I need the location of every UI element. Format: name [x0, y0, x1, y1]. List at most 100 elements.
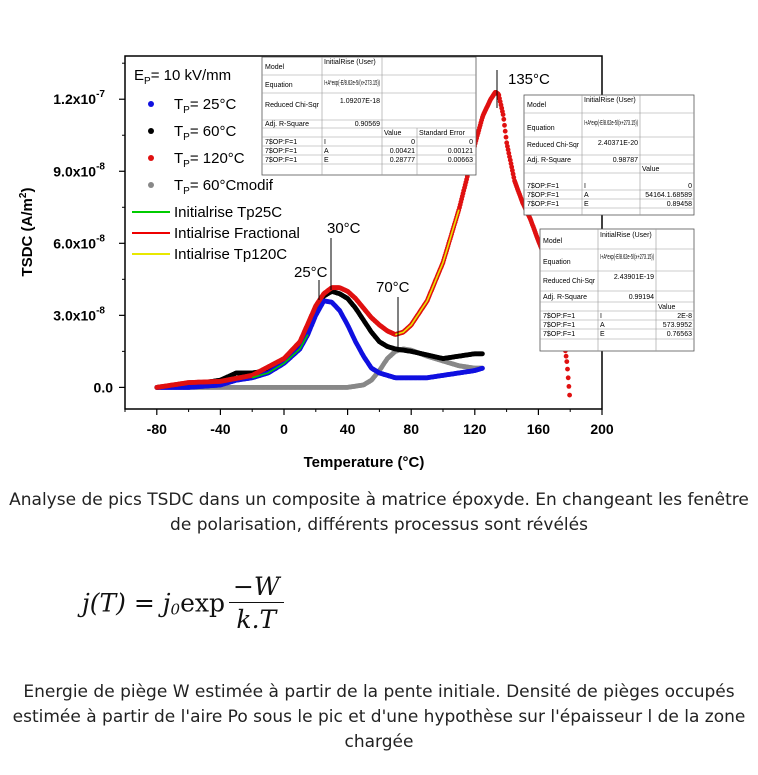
ft1-row1-param: I — [324, 139, 326, 146]
legend-label-tp25: TP= 25°C — [174, 96, 236, 116]
ft2-col-value: Value — [642, 166, 659, 173]
ft1-row2-error: 0.00121 — [448, 148, 473, 155]
ft3-row2-src: 7$OP:F=1 — [543, 322, 575, 329]
ft3-chi-label: Reduced Chi-Sqr — [543, 278, 596, 285]
caption-analysis: Analyse de pics TSDC dans un composite à… — [9, 490, 749, 535]
fit-table-3: Model InitialRise (User) Equation I+A*ex… — [539, 228, 695, 352]
ft2-chi-value: 2.40371E-20 — [598, 140, 638, 147]
data-point — [501, 116, 507, 122]
data-point — [502, 122, 507, 128]
ft2-r2-value: 0.98787 — [613, 157, 638, 164]
y-tick-label: 6.0x10-8 — [53, 233, 105, 251]
data-point — [566, 384, 572, 389]
ft3-row3-param: E — [600, 331, 605, 338]
formula-current-density: j(T) = j0exp −W k.T — [82, 572, 284, 634]
data-point — [500, 112, 506, 117]
legend-label-fitfrac: Intialrise Fractional — [174, 225, 300, 242]
formula-subscript: 0 — [170, 600, 181, 619]
y-tick-label: 0.0 — [94, 379, 114, 395]
ft1-row1-error: 0 — [469, 139, 473, 146]
legend-marker-tp25 — [148, 101, 154, 107]
series-3 — [154, 90, 572, 398]
legend-label-tp120: TP= 120°C — [174, 150, 245, 170]
peak-annotations: 25°C 30°C 70°C 135°C — [294, 70, 550, 350]
ft2-row3-value: 0.89458 — [667, 201, 692, 208]
y-axis-label: TSDC (A/m2) — [18, 188, 36, 277]
ft2-eq-value: I+A*exp(-E/8.62e-5/(x+273.15)) — [584, 120, 638, 127]
fit-table-2: Model InitialRise (User) Equation I+A*ex… — [523, 94, 695, 216]
legend-title: EP= 10 kV/mm — [134, 67, 231, 87]
ft2-row3-param: E — [584, 201, 589, 208]
x-tick-label: 0 — [280, 421, 288, 437]
x-tick-label: 120 — [463, 421, 487, 437]
ft2-row2-param: A — [584, 192, 589, 199]
ft2-row3-src: 7$OP:F=1 — [527, 201, 559, 208]
ft2-chi-label: Reduced Chi-Sqr — [527, 142, 580, 149]
x-tick-label: -80 — [147, 421, 167, 437]
ft3-r2-value: 0.99194 — [629, 294, 654, 301]
y-tick-label: 3.0x10-8 — [53, 305, 105, 323]
ft3-row1-src: 7$OP:F=1 — [543, 313, 575, 320]
ft1-model-value: InitialRise (User) — [324, 59, 376, 66]
ft2-model-label: Model — [527, 102, 547, 109]
ft1-row2-src: 7$OP:F=1 — [265, 148, 297, 155]
ft3-r2-label: Adj. R-Square — [543, 294, 587, 301]
fit-line-tp120 — [395, 209, 460, 336]
ft3-model-value: InitialRise (User) — [600, 232, 652, 239]
ft1-r2-label: Adj. R-Square — [265, 121, 309, 128]
ft3-row1-param: I — [600, 313, 602, 320]
x-tick-label: 200 — [590, 421, 614, 437]
x-tick-label: 80 — [403, 421, 419, 437]
ft1-row3-param: E — [324, 157, 329, 164]
ft3-row2-param: A — [600, 322, 605, 329]
formula-lhs: j(T) = j — [82, 588, 171, 618]
data-point — [502, 128, 508, 134]
ft1-row1-value: 0 — [411, 139, 415, 146]
ft2-model-value: InitialRise (User) — [584, 97, 636, 104]
x-tick-label: 40 — [340, 421, 356, 437]
legend-label-fit25: Initialrise Tp25C — [174, 204, 282, 221]
ft3-row1-value: 2E-8 — [677, 313, 692, 320]
ft3-row2-value: 573.9952 — [663, 322, 692, 329]
ft1-r2-value: 0.90569 — [355, 121, 380, 128]
legend-label-tp60modif: TP= 60°Cmodif — [174, 177, 274, 197]
fit-table-1: Model InitialRise (User) Equation I+A*ex… — [261, 56, 477, 176]
ft1-row2-param: A — [324, 148, 329, 155]
ft2-r2-label: Adj. R-Square — [527, 157, 571, 164]
ft2-row2-src: 7$OP:F=1 — [527, 192, 559, 199]
x-tick-label: 160 — [527, 421, 551, 437]
ft1-col-value: Value — [384, 130, 401, 137]
ft3-row3-src: 7$OP:F=1 — [543, 331, 575, 338]
legend-marker-tp120 — [148, 155, 154, 161]
peak-label-70: 70°C — [376, 279, 410, 296]
legend-label-fit120: Intialrise Tp120C — [174, 246, 287, 263]
formula-denominator: k.T — [236, 605, 277, 634]
series-1 — [154, 298, 485, 390]
ft2-row2-value: 54164.1.68589 — [645, 192, 692, 199]
caption-energy: Energie de piège W estimée à partir de l… — [12, 682, 746, 752]
data-point — [480, 365, 485, 371]
ft1-eq-value: I+A*exp(-E/8.62e-5/(x+273.15)) — [324, 80, 380, 87]
ft1-row1-src: 7$OP:F=1 — [265, 139, 297, 146]
ft1-chi-value: 1.09207E-18 — [340, 98, 380, 105]
ft2-row1-value: 0 — [688, 183, 692, 190]
peak-label-25: 25°C — [294, 264, 328, 281]
ft3-model-label: Model — [543, 238, 563, 245]
x-tick-label: -40 — [210, 421, 230, 437]
data-point — [567, 392, 572, 398]
data-point — [565, 366, 570, 372]
y-tick-label: 9.0x10-8 — [53, 161, 105, 179]
formula-fraction: −W k.T — [228, 572, 284, 634]
y-axis: 0.0 3.0x10-8 6.0x10-8 9.0x10-8 1.2x10-7 — [53, 62, 125, 395]
data-point — [480, 351, 485, 357]
ft1-row3-src: 7$OP:F=1 — [265, 157, 297, 164]
ft3-col-value: Value — [658, 304, 675, 311]
ft1-row3-error: 0.00663 — [448, 157, 473, 164]
legend-marker-tp60 — [148, 128, 154, 134]
formula-numerator: −W — [228, 572, 284, 603]
data-point — [563, 353, 569, 359]
legend: EP= 10 kV/mm TP= 25°C TP= 60°C TP= 120°C… — [132, 67, 300, 263]
ft1-model-label: Model — [265, 64, 285, 71]
ft1-col-error: Standard Error — [419, 130, 466, 137]
peak-label-30: 30°C — [327, 220, 361, 237]
